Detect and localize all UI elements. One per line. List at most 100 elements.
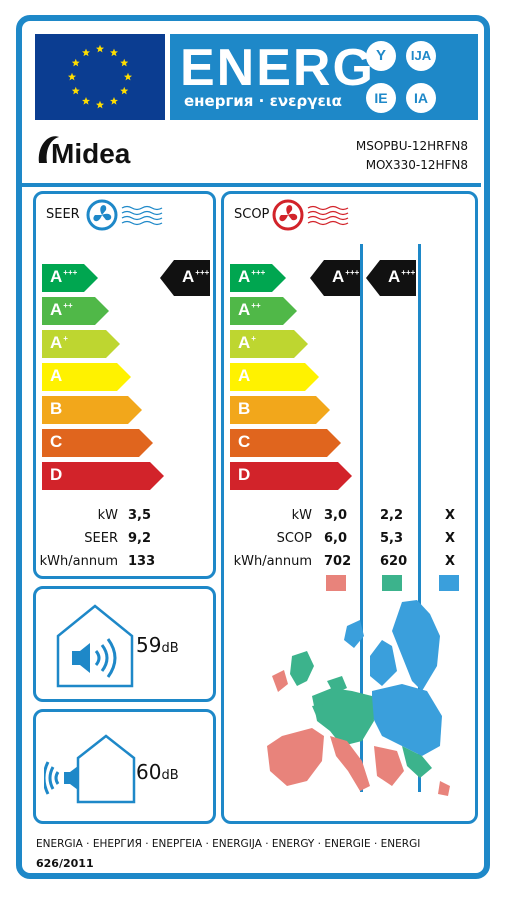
brand-logo: Midea	[35, 125, 155, 175]
energy-banner: ENERG енергия · ενεργεια Y IJA IE IA	[170, 34, 478, 120]
indoor-speaker-icon	[56, 604, 134, 688]
heating-average-kw: 2,2	[380, 508, 404, 523]
heating-average-scop: 5,3	[380, 531, 404, 546]
heating-label-scop: SCOP	[276, 531, 312, 546]
eu-stars-icon	[68, 44, 132, 109]
brand-row: Midea MSOPBU-12HRFN8 MOX330-12HFN8	[35, 125, 478, 180]
cooling-class-label: A+++	[50, 267, 78, 286]
heating-class-label: B	[238, 399, 251, 418]
heating-class-arrow: A+++	[230, 264, 286, 292]
heating-class-arrow: A++	[230, 297, 297, 325]
outdoor-noise-value: 60dB	[136, 760, 179, 784]
energy-word: ENERG	[180, 39, 375, 97]
heating-class-arrow: B	[230, 396, 330, 424]
cooling-label-kwh: kWh/annum	[39, 554, 118, 569]
header-divider	[20, 183, 481, 187]
swatch-average	[382, 575, 402, 591]
heating-class-label: C	[238, 432, 251, 451]
model-outdoor: MOX330-12HFN8	[365, 158, 468, 172]
eu-star-icon	[110, 48, 118, 57]
indoor-noise-value: 59dB	[136, 633, 179, 657]
heating-class-arrow: C	[230, 429, 341, 457]
eu-star-icon	[68, 72, 76, 81]
heating-label-kw: kW	[291, 508, 312, 523]
cooling-value-seer: 9,2	[128, 531, 152, 546]
suffix-ie: IE	[366, 83, 396, 113]
heating-rating-label-warmer: A+++	[332, 267, 360, 286]
heating-warmer-kw: 3,0	[324, 508, 348, 523]
footer-languages: ENERGIA · ЕНЕРГИЯ · ΕΝΕΡΓΕΙΑ · ENERGIJA …	[36, 838, 421, 850]
suffix-ija: IJA	[406, 41, 436, 71]
heating-rating-badge-average: A+++	[366, 260, 416, 296]
column-divider-2	[418, 244, 421, 792]
heating-class-label: A+++	[238, 267, 266, 286]
cooling-class-label: B	[50, 399, 63, 418]
heating-class-arrow: D	[230, 462, 352, 490]
cooling-label-kw: kW	[97, 508, 118, 523]
cooling-value-kwh: 133	[128, 554, 156, 569]
heating-class-label: A++	[238, 300, 261, 319]
heating-class-arrow: A+	[230, 330, 308, 358]
heating-rating-badge-warmer: A+++	[310, 260, 360, 296]
svg-text:Midea: Midea	[51, 138, 131, 169]
cooling-class-arrow: C	[42, 429, 153, 457]
seer-title: SEER	[46, 207, 80, 222]
heating-class-label: D	[238, 465, 251, 484]
cooling-rating-label: A+++	[182, 267, 210, 286]
outdoor-noise-panel: 60dB	[33, 709, 216, 824]
eu-flag	[35, 34, 165, 120]
cooling-class-arrow: A++	[42, 297, 109, 325]
suffix-y: Y	[366, 41, 396, 71]
scop-title: SCOP	[234, 207, 270, 222]
model-indoor: MSOPBU-12HRFN8	[355, 139, 468, 153]
cooling-class-label: C	[50, 432, 63, 451]
cooling-class-label: A	[50, 366, 63, 385]
cooling-label-seer: SEER	[84, 531, 118, 546]
cooling-rating-badge: A+++	[160, 260, 210, 296]
cooling-class-arrow: A	[42, 363, 131, 391]
heating-warmer-kwh: 702	[324, 554, 352, 569]
eu-star-icon	[120, 58, 129, 67]
cooling-fan-icon	[86, 199, 163, 231]
cooling-class-label: A+	[50, 333, 68, 352]
heating-colder-kw: X	[445, 508, 456, 523]
cooling-class-label: A++	[50, 300, 73, 319]
heating-fan-icon	[272, 199, 349, 231]
heating-colder-kwh: X	[445, 554, 456, 569]
outdoor-speaker-icon	[44, 734, 136, 804]
suffix-ia: IA	[406, 83, 436, 113]
heating-warmer-scop: 6,0	[324, 531, 348, 546]
cooling-class-arrow: A+	[42, 330, 120, 358]
heating-rating-label-average: A+++	[388, 267, 416, 286]
eu-star-icon	[110, 97, 118, 105]
cooling-class-arrow: D	[42, 462, 164, 490]
heating-class-label: A	[238, 366, 251, 385]
cooling-class-arrow: B	[42, 396, 142, 424]
heating-colder-scop: X	[445, 531, 456, 546]
eu-star-icon	[82, 48, 90, 57]
eu-star-icon	[82, 97, 90, 105]
cooling-class-arrow: A+++	[42, 264, 98, 292]
heating-class-label: A+	[238, 333, 256, 352]
europe-climate-map	[267, 600, 450, 796]
indoor-noise-panel: 59dB	[33, 586, 216, 702]
energy-subtitle: енергия · ενεργεια	[184, 92, 342, 110]
regulation-number: 626/2011	[36, 857, 94, 870]
label-frame	[16, 15, 490, 879]
eu-star-icon	[96, 100, 104, 109]
heating-panel: SCOP A+++ A++ A+ A B C D A+++ A+++ kW SCOP kWh…	[221, 191, 478, 824]
heating-average-kwh: 620	[380, 554, 408, 569]
heating-label-kwh: kWh/annum	[233, 554, 312, 569]
eu-star-icon	[71, 58, 80, 67]
swatch-warmer	[326, 575, 346, 591]
cooling-value-kw: 3,5	[128, 508, 152, 523]
eu-star-icon	[124, 72, 132, 81]
eu-star-icon	[120, 86, 129, 95]
heating-class-arrow: A	[230, 363, 319, 391]
swatch-colder	[439, 575, 459, 591]
cooling-panel: SEER A+++ A++ A+ A B C D A+++ kW SEER kWh/annu…	[33, 191, 216, 579]
column-divider-1	[360, 244, 363, 792]
cooling-class-label: D	[50, 465, 63, 484]
eu-star-icon	[96, 44, 104, 53]
eu-star-icon	[71, 86, 80, 95]
